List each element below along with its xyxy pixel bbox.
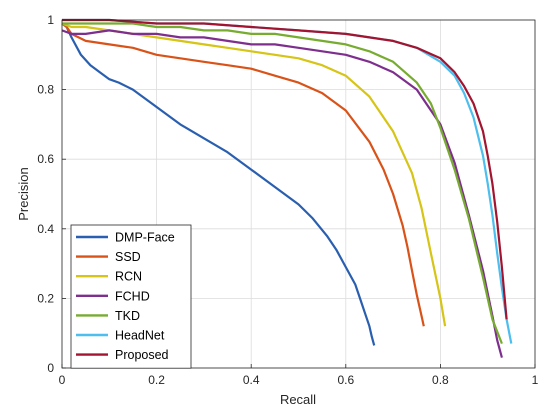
legend-label: FCHD xyxy=(115,289,150,303)
y-tick-label: 0.6 xyxy=(37,152,54,166)
legend-label: RCN xyxy=(115,270,142,284)
x-tick-label: 0.4 xyxy=(243,373,260,387)
y-tick-label: 0 xyxy=(47,361,54,375)
plot-frame xyxy=(61,19,536,369)
series-line-proposed xyxy=(62,18,508,320)
legend-label: Proposed xyxy=(115,348,169,362)
series-line-dmp-face xyxy=(61,22,376,346)
y-tick-label: 1 xyxy=(47,13,54,27)
x-tick-label: 0.6 xyxy=(337,373,354,387)
x-tick-label: 1 xyxy=(532,373,539,387)
legend-label: SSD xyxy=(115,250,141,264)
x-tick-label: 0.2 xyxy=(148,373,165,387)
legend-label: HeadNet xyxy=(115,329,165,343)
x-tick-label: 0 xyxy=(59,373,66,387)
legend: DMP-Face SSD RCN FCHD TKD HeadNet Proposed xyxy=(70,224,192,369)
series-layer xyxy=(61,18,513,358)
legend-label: TKD xyxy=(115,309,140,323)
y-tick-label: 0.4 xyxy=(37,222,54,236)
series-line-ssd xyxy=(61,22,425,327)
y-axis-title: Precision xyxy=(16,167,31,220)
x-axis-title: Recall xyxy=(280,392,316,407)
y-tick-label: 0.2 xyxy=(37,291,54,305)
y-axis-ticks: 0 0.2 0.4 0.6 0.8 1 xyxy=(37,13,66,375)
legend-label: DMP-Face xyxy=(115,231,175,245)
y-tick-label: 0.8 xyxy=(37,83,54,97)
x-axis-ticks: 0 0.2 0.4 0.6 0.8 1 xyxy=(59,364,539,387)
series-line-tkd xyxy=(62,22,503,345)
x-tick-label: 0.8 xyxy=(432,373,449,387)
